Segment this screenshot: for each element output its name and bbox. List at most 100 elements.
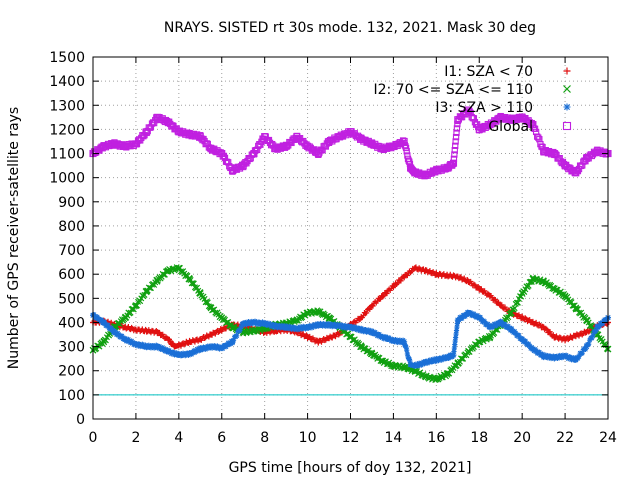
legend-label: I2: 70 <= SZA <= 110	[373, 82, 533, 98]
data-sample	[464, 277, 471, 283]
data-sample	[589, 335, 595, 341]
data-sample	[398, 278, 404, 284]
data-sample	[519, 313, 525, 319]
x-tick-label: 10	[299, 430, 317, 446]
data-sample	[533, 319, 539, 326]
data-sample	[535, 134, 542, 141]
data-sample	[415, 363, 421, 369]
data-sample	[586, 341, 592, 347]
data-sample	[383, 334, 389, 340]
data-sample	[397, 337, 403, 343]
data-sample	[453, 331, 459, 337]
data-sample	[119, 333, 125, 339]
data-sample	[380, 294, 386, 300]
data-sample	[404, 351, 410, 357]
data-sample	[111, 328, 118, 334]
data-sample	[405, 157, 412, 164]
data-sample	[600, 321, 606, 327]
y-tick-label: 1200	[49, 122, 85, 138]
legend-item: I2: 70 <= SZA <= 110	[373, 82, 571, 98]
data-sample	[522, 315, 528, 321]
data-sample	[451, 348, 457, 355]
data-sample	[280, 322, 286, 329]
data-sample	[404, 272, 410, 279]
data-sample	[527, 343, 533, 349]
data-sample	[174, 350, 180, 356]
data-sample	[329, 335, 335, 341]
data-sample	[582, 346, 589, 352]
data-sample	[406, 356, 412, 362]
data-sample	[407, 358, 413, 364]
data-sample	[315, 340, 321, 346]
legend-marker	[563, 85, 571, 93]
data-sample	[401, 275, 407, 281]
data-sample	[495, 299, 502, 305]
data-sample	[539, 351, 546, 357]
data-sample	[326, 323, 332, 329]
data-sample	[575, 355, 581, 361]
data-sample	[508, 325, 515, 331]
data-sample	[384, 290, 390, 297]
data-sample	[299, 326, 305, 332]
data-sample	[400, 337, 406, 343]
data-sample	[95, 316, 101, 322]
data-sample	[395, 280, 401, 286]
data-sample	[182, 353, 188, 359]
data-sample	[451, 151, 458, 158]
legend-marker	[563, 103, 571, 111]
data-sample	[213, 345, 219, 351]
data-sample	[297, 324, 303, 330]
data-sample	[197, 289, 204, 296]
data-sample	[508, 310, 515, 317]
data-sample	[563, 352, 569, 358]
data-sample	[229, 340, 236, 346]
data-sample	[141, 344, 148, 350]
legend-marker	[562, 121, 572, 131]
data-sample	[543, 352, 549, 358]
data-sample	[357, 328, 363, 334]
data-sample	[452, 142, 459, 149]
data-sample	[328, 321, 334, 327]
x-tick-label: 14	[385, 430, 403, 446]
data-sample	[402, 144, 410, 152]
data-sample	[277, 322, 283, 329]
data-sample	[471, 281, 477, 287]
y-tick-label: 1000	[49, 171, 85, 187]
data-sample	[323, 312, 330, 320]
data-sample	[130, 339, 136, 345]
data-sample	[132, 302, 139, 309]
x-tick-label: 16	[427, 430, 445, 446]
data-sample	[367, 306, 373, 313]
data-sample	[544, 326, 550, 332]
legend: I1: SZA < 70 I2: 70 <= SZA <= 110 I3: SZA …	[373, 64, 572, 135]
data-sample	[529, 344, 535, 350]
data-sample	[582, 330, 589, 336]
data-sample	[363, 310, 370, 316]
chart-title: NRAYS. SISTED rt 30s mode. 132, 2021. Ma…	[164, 20, 536, 36]
y-tick-label: 0	[76, 412, 85, 428]
data-sample	[536, 349, 542, 355]
y-tick-label: 200	[58, 364, 85, 380]
data-sample	[603, 318, 609, 324]
data-sample	[452, 341, 458, 348]
data-sample	[125, 336, 132, 342]
data-sample	[223, 344, 229, 350]
data-sample	[192, 339, 198, 345]
y-tick-label: 100	[58, 388, 85, 404]
x-tick-label: 4	[174, 430, 183, 446]
data-sample	[259, 319, 266, 325]
data-sample	[238, 324, 244, 330]
data-sample	[285, 325, 291, 332]
x-tick-label: 20	[513, 430, 531, 446]
data-sample	[234, 333, 240, 339]
data-sample	[389, 336, 395, 342]
data-sample	[565, 336, 571, 343]
data-sample	[493, 323, 500, 329]
data-sample	[360, 313, 366, 319]
data-sample	[179, 352, 185, 359]
data-sample	[453, 327, 460, 334]
data-sample	[203, 346, 209, 352]
legend-item: I3: SZA > 110	[435, 100, 571, 116]
data-sample	[547, 329, 553, 335]
